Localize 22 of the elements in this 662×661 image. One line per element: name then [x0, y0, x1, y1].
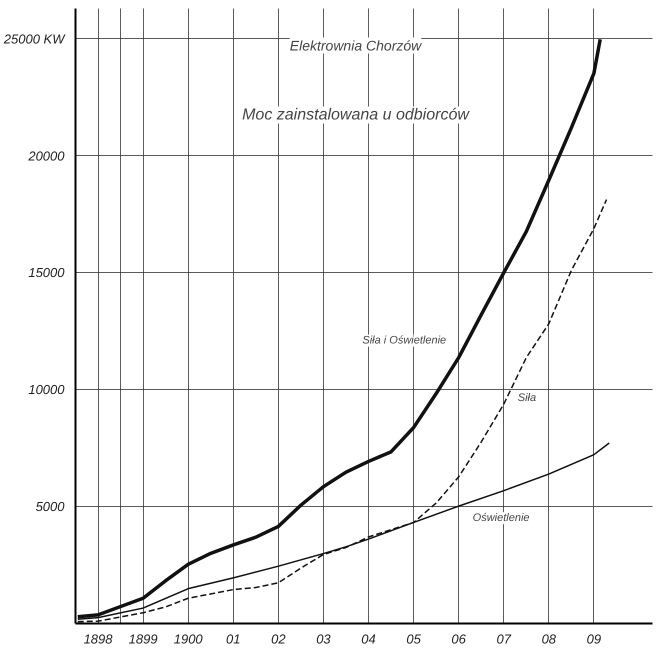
x-tick-label: 05	[406, 632, 422, 646]
y-tick-label: 5000	[36, 499, 66, 514]
x-tick-label: 03	[316, 632, 332, 646]
annotation: Oświetlenie	[472, 512, 530, 524]
y-tick-label: 15000	[28, 265, 66, 280]
x-tick-label: 08	[542, 632, 557, 646]
y-tick-label: 20000	[27, 148, 66, 164]
annotation: Siła	[518, 392, 536, 404]
x-tick-label: 01	[226, 632, 241, 646]
text: Elektrownia Chorzów	[290, 38, 422, 54]
x-tick-label: 09	[586, 632, 602, 646]
text: Moc zainstalowana u odbiorców	[242, 106, 470, 124]
x-tick-label: 07	[496, 632, 512, 646]
x-tick-label: 1898	[84, 632, 114, 646]
x-tick-label: 06	[451, 632, 467, 646]
x-tick-label: 1900	[174, 632, 204, 646]
x-tick-label: 1899	[128, 632, 158, 646]
y-tick-label: 25000 KW	[2, 31, 66, 46]
y-tick-label: 10000	[28, 382, 66, 398]
x-tick-label: 04	[361, 632, 376, 646]
annotation: Siła i Oświetlenie	[362, 334, 446, 347]
x-tick-label: 02	[271, 632, 286, 646]
